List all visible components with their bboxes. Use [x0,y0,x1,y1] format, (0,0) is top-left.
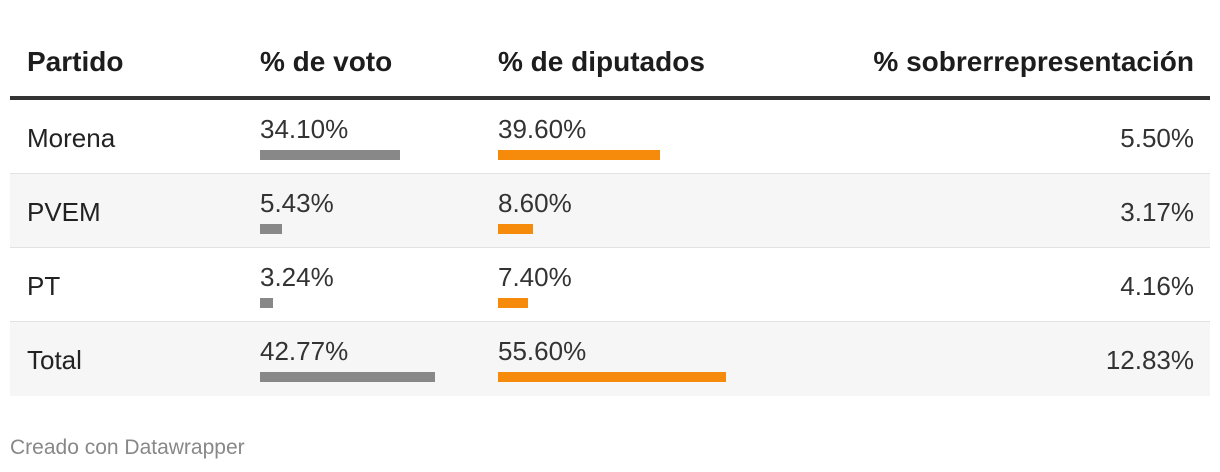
cell-sobrerrepresentacion: 12.83% [1105,345,1194,375]
cell-diputados-label: 7.40% [498,262,572,292]
table-row: Total 42.77% 55.60% 12.83% [10,322,1210,396]
bar-diputados [498,150,661,160]
cell-partido: Morena [27,123,116,153]
bar-voto [260,150,400,160]
bar-voto [260,372,436,382]
table-body: Morena 34.10% 39.60% 5.50% PVEM 5.43% 8.60% 3.1… [10,100,1210,396]
cell-voto-label: 3.24% [260,262,334,292]
header-partido[interactable]: Partido [27,46,124,77]
cell-sobrerrepresentacion: 3.17% [1120,197,1194,227]
cell-voto-label: 5.43% [260,188,334,218]
header-voto[interactable]: % de voto [260,46,393,77]
cell-diputados-label: 55.60% [498,336,587,366]
table-row: PVEM 5.43% 8.60% 3.17% [10,174,1210,248]
header-sobrerrepresentacion[interactable]: % sobrerrepresentación [873,46,1194,77]
cell-partido: PT [27,271,61,301]
table-row: PT 3.24% 7.40% 4.16% [10,248,1210,322]
header-diputados[interactable]: % de diputados [498,46,705,77]
cell-sobrerrepresentacion: 4.16% [1120,271,1194,301]
bar-diputados [498,224,534,234]
bar-voto [260,224,283,234]
footer-credit: Creado con Datawrapper [10,436,245,459]
bar-diputados [498,298,529,308]
cell-sobrerrepresentacion: 5.50% [1120,123,1194,153]
bar-voto [260,298,274,308]
table-row: Morena 34.10% 39.60% 5.50% [10,100,1210,174]
cell-diputados-label: 39.60% [498,114,587,144]
cell-voto-label: 34.10% [260,114,349,144]
results-table: Partido % de voto % de diputados % sobre… [10,30,1210,396]
cell-partido: PVEM [27,197,101,227]
table-header: Partido % de voto % de diputados % sobre… [10,30,1210,100]
cell-diputados-label: 8.60% [498,188,572,218]
cell-partido: Total [27,345,82,375]
cell-voto-label: 42.77% [260,336,349,366]
bar-diputados [498,372,726,382]
